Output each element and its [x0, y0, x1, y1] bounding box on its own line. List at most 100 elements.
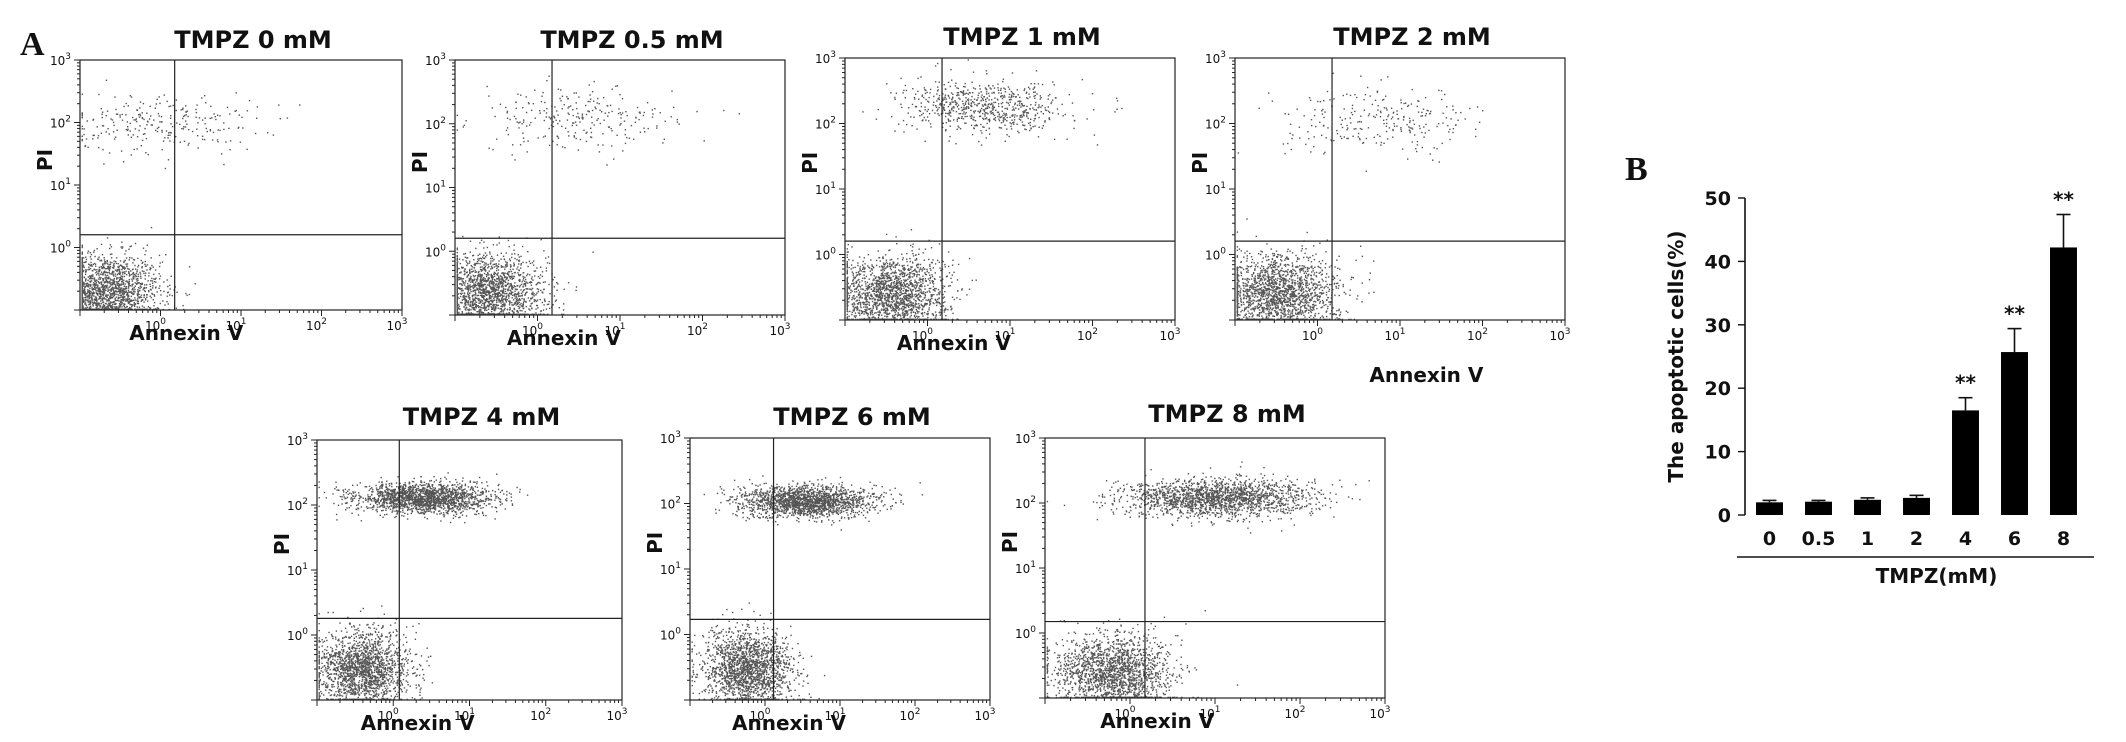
event-necrotic	[561, 95, 564, 97]
event-viable	[923, 291, 925, 293]
y-tick-label: 100	[50, 240, 71, 256]
event-necrotic	[624, 129, 627, 131]
event-viable	[531, 276, 533, 278]
event-viable	[170, 275, 172, 277]
event-viable	[489, 303, 491, 306]
event-necrotic	[522, 107, 524, 109]
event-viable	[910, 272, 912, 274]
event-viable	[141, 262, 143, 264]
event-viable	[109, 285, 111, 288]
event-viable	[934, 287, 936, 290]
event-viable	[487, 279, 489, 281]
event-viable	[903, 267, 905, 269]
event-viable	[105, 294, 107, 296]
event-viable	[456, 294, 458, 297]
event-viable	[488, 293, 490, 295]
event-necrotic	[144, 127, 146, 130]
event-viable	[511, 304, 513, 306]
event-viable	[498, 279, 500, 282]
event-viable	[884, 294, 886, 297]
event-viable	[501, 276, 503, 278]
event-viable	[479, 312, 481, 315]
event-viable	[953, 271, 955, 273]
event-necrotic	[630, 124, 633, 127]
event-viable	[477, 282, 480, 284]
event-viable	[458, 267, 460, 270]
event-viable	[924, 311, 926, 314]
event-necrotic	[659, 112, 661, 114]
event-viable	[495, 280, 497, 282]
event-viable	[472, 308, 475, 311]
event-viable	[500, 302, 502, 304]
event-viable	[456, 301, 458, 303]
event-viable	[503, 280, 505, 282]
event-viable	[484, 308, 486, 310]
event-viable	[507, 282, 509, 285]
event-necrotic	[541, 95, 543, 97]
event-viable	[459, 287, 461, 289]
event-necrotic	[201, 97, 203, 99]
event-viable	[537, 275, 540, 278]
event-viable	[495, 269, 498, 272]
event-viable	[113, 260, 115, 262]
event-necrotic	[126, 121, 129, 123]
event-viable	[536, 267, 538, 269]
event-viable	[490, 268, 492, 270]
event-viable	[81, 256, 83, 259]
event-viable	[495, 283, 498, 285]
event-viable	[873, 303, 875, 306]
event-viable	[132, 275, 135, 277]
event-viable	[522, 261, 524, 264]
event-viable	[128, 291, 130, 293]
event-viable	[140, 283, 142, 286]
event-viable	[469, 298, 471, 301]
event-viable	[878, 256, 880, 259]
event-viable	[471, 307, 473, 309]
event-viable	[500, 293, 502, 295]
event-viable	[555, 299, 557, 301]
event-necrotic	[81, 93, 83, 95]
event-viable	[478, 291, 480, 294]
event-viable	[545, 267, 548, 269]
event-necrotic	[463, 124, 465, 126]
event-viable	[151, 280, 154, 282]
event-viable	[136, 277, 139, 280]
event-viable	[482, 284, 485, 286]
event-viable	[135, 278, 138, 280]
event-viable	[456, 276, 458, 279]
event-viable	[126, 280, 128, 282]
event-viable	[102, 278, 104, 280]
event-necrotic	[671, 90, 673, 92]
event-viable	[528, 260, 531, 262]
event-viable	[508, 287, 510, 289]
event-viable	[119, 284, 121, 287]
event-viable	[461, 267, 463, 269]
event-viable	[153, 295, 156, 297]
event-viable	[468, 294, 470, 296]
event-necrotic	[136, 148, 138, 150]
event-viable	[116, 290, 118, 293]
event-necrotic	[201, 138, 204, 141]
event-viable	[903, 299, 905, 301]
event-viable	[465, 303, 467, 306]
event-viable	[512, 277, 514, 279]
event-viable	[96, 286, 99, 288]
event-viable	[481, 275, 483, 277]
event-viable	[475, 297, 478, 300]
event-viable	[483, 272, 486, 275]
event-viable	[500, 310, 502, 313]
event-viable	[522, 291, 524, 293]
event-viable	[140, 259, 142, 262]
event-viable	[130, 291, 132, 293]
event-viable	[908, 306, 910, 308]
event-viable	[132, 277, 135, 280]
event-necrotic	[620, 117, 622, 119]
event-viable	[492, 308, 494, 310]
event-viable	[122, 273, 124, 275]
event-viable	[482, 290, 485, 292]
event-viable	[907, 273, 909, 275]
event-viable	[869, 298, 871, 300]
event-viable	[145, 287, 148, 289]
event-viable	[500, 282, 503, 284]
event-viable	[459, 272, 461, 274]
